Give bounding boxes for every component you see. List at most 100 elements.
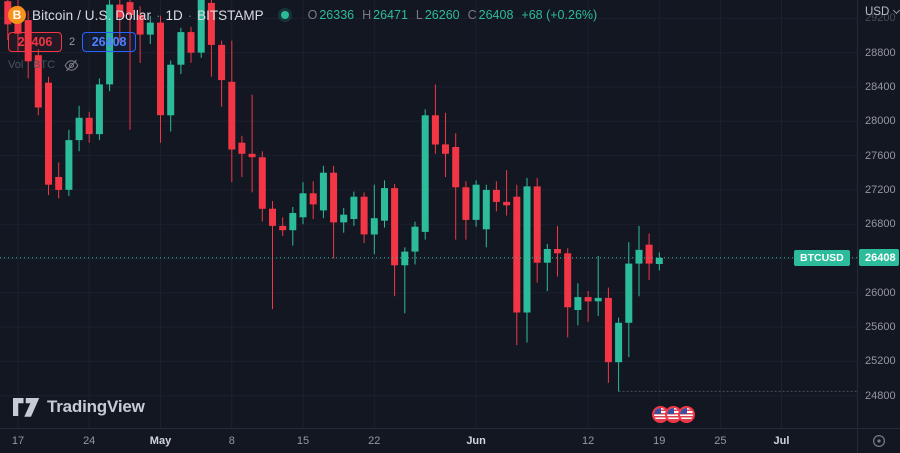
candle[interactable]: [615, 322, 623, 363]
buy-ask-button[interactable]: 26408: [82, 32, 137, 52]
candle[interactable]: [45, 82, 52, 185]
sell-bid-button[interactable]: 26406: [8, 32, 62, 52]
price-axis[interactable]: USD 26408 29200 28800 28400 28000 27600 27200…: [857, 0, 900, 428]
candle[interactable]: [238, 142, 246, 154]
candle[interactable]: [655, 257, 663, 264]
tradingview-logo[interactable]: TradingView: [13, 397, 145, 417]
change-value: +68 (+0.26%): [521, 8, 598, 22]
spread-value: 2: [69, 36, 76, 48]
candle[interactable]: [381, 188, 388, 221]
candle[interactable]: [207, 2, 215, 45]
title-separator: ·: [156, 7, 161, 23]
candle[interactable]: [4, 1, 12, 25]
candle[interactable]: [95, 84, 103, 135]
eye-hidden-icon[interactable]: [64, 59, 79, 72]
candle[interactable]: [126, 2, 134, 15]
candle[interactable]: [187, 32, 195, 53]
candle[interactable]: [411, 226, 419, 252]
price-axis-label: 28000: [865, 115, 896, 128]
candle[interactable]: [523, 186, 531, 313]
time-axis-label: Jul: [773, 435, 790, 447]
bitcoin-logo-icon: B: [8, 6, 26, 24]
candle[interactable]: [85, 117, 93, 135]
price-axis-label: 25600: [865, 321, 896, 334]
candle[interactable]: [360, 196, 368, 235]
interval-button[interactable]: 1D: [165, 7, 183, 23]
economic-events-group: [652, 406, 695, 423]
candle[interactable]: [106, 4, 114, 85]
candle[interactable]: [34, 55, 42, 108]
price-axis-label: 29200: [865, 12, 896, 25]
candle[interactable]: [625, 263, 633, 323]
candle[interactable]: [462, 187, 470, 220]
candle[interactable]: [218, 44, 226, 81]
price-axis-label: 28400: [865, 81, 896, 93]
low-value: 26260: [424, 8, 460, 22]
candle[interactable]: [554, 249, 561, 254]
candle[interactable]: [116, 4, 124, 18]
open-label: O: [307, 8, 318, 22]
candle[interactable]: [258, 157, 266, 209]
candle[interactable]: [401, 251, 409, 266]
candle[interactable]: [319, 172, 327, 211]
candle[interactable]: [584, 297, 592, 302]
candle[interactable]: [75, 117, 83, 141]
candle[interactable]: [65, 140, 73, 190]
price-axis-label: 27600: [865, 149, 896, 162]
us-economic-event-flag-icon[interactable]: [678, 406, 695, 423]
candle[interactable]: [594, 297, 602, 302]
candle[interactable]: [269, 208, 276, 226]
candle[interactable]: [299, 193, 307, 218]
candle[interactable]: [574, 297, 582, 310]
candle[interactable]: [421, 115, 429, 232]
candle[interactable]: [482, 189, 490, 230]
time-axis[interactable]: 17 24 May 8 15 22 Jun 12 19 25 Jul: [0, 428, 857, 453]
exchange-label[interactable]: BITSTAMP: [197, 7, 264, 23]
chevron-down-icon: [893, 6, 900, 15]
price-axis-label: 25200: [865, 355, 896, 368]
candle[interactable]: [330, 172, 338, 223]
candle[interactable]: [309, 193, 317, 205]
price-axis-label: 28800: [865, 46, 896, 59]
candle[interactable]: [472, 184, 480, 220]
candle[interactable]: [533, 186, 541, 263]
candle[interactable]: [136, 14, 144, 35]
candle[interactable]: [350, 196, 358, 219]
candle[interactable]: [157, 22, 164, 116]
candle[interactable]: [146, 22, 154, 35]
candle[interactable]: [391, 188, 399, 266]
candle[interactable]: [340, 214, 348, 223]
candlestick-chart[interactable]: [0, 0, 857, 428]
candle[interactable]: [370, 218, 378, 235]
candle[interactable]: [503, 201, 511, 206]
candle[interactable]: [492, 189, 500, 202]
candle[interactable]: [55, 177, 63, 190]
us-economic-event-flag-icon[interactable]: [652, 406, 669, 423]
candle[interactable]: [431, 115, 439, 145]
current-price-badge: 26408: [859, 249, 899, 267]
candle[interactable]: [442, 144, 449, 154]
candle[interactable]: [564, 253, 572, 308]
go-to-realtime-button[interactable]: [857, 428, 900, 453]
market-open-status-icon[interactable]: [280, 11, 289, 19]
symbol-title[interactable]: Bitcoin / U.S. Dollar: [32, 7, 152, 23]
candle[interactable]: [197, 0, 205, 53]
candle[interactable]: [635, 249, 643, 264]
candle[interactable]: [645, 244, 653, 264]
time-axis-label: 25: [714, 435, 727, 447]
candle[interactable]: [279, 225, 287, 231]
candle[interactable]: [24, 20, 32, 62]
price-axis-label: 26800: [865, 218, 896, 231]
candle[interactable]: [167, 64, 175, 116]
candle[interactable]: [452, 147, 460, 188]
candle[interactable]: [228, 81, 236, 150]
candle[interactable]: [177, 32, 185, 65]
price-axis-label: 26000: [865, 286, 896, 299]
candle[interactable]: [543, 249, 551, 263]
title-separator: ·: [187, 7, 193, 23]
candle[interactable]: [289, 213, 297, 231]
candle[interactable]: [248, 153, 256, 158]
currency-dropdown[interactable]: USD: [865, 6, 900, 18]
candle[interactable]: [513, 196, 521, 313]
candle[interactable]: [604, 297, 612, 363]
